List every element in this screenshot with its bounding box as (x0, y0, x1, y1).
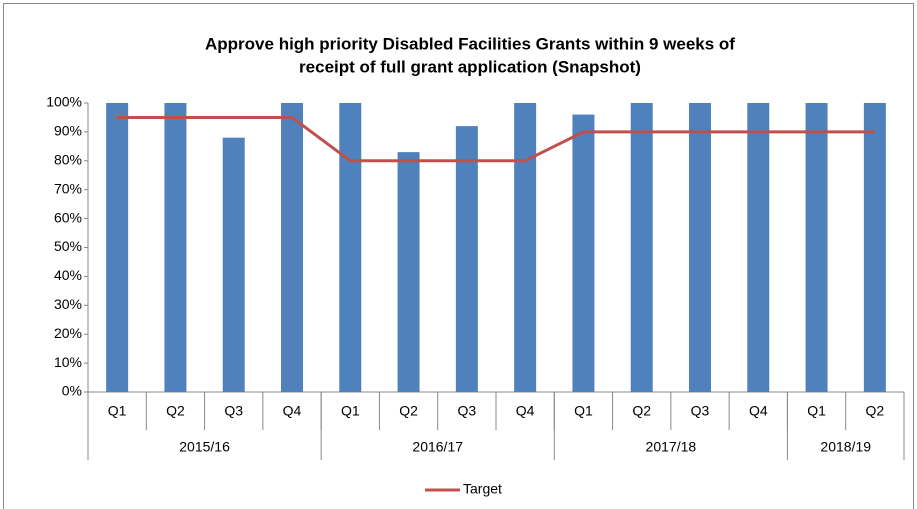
x-tick-label: Q3 (458, 403, 477, 419)
bar (863, 103, 886, 392)
y-tick-label: 70% (54, 180, 82, 196)
bar (164, 103, 187, 392)
bar (106, 103, 129, 392)
group-label: 2017/18 (646, 439, 697, 455)
y-tick-label: 20% (54, 325, 82, 341)
group-label: 2018/19 (820, 439, 871, 455)
bar (689, 103, 711, 392)
y-tick-label: 90% (54, 123, 82, 139)
y-tick-label: 80% (54, 152, 82, 168)
chart-title: receipt of full grant application (Snaps… (299, 57, 641, 76)
bar (805, 103, 828, 392)
group-label: 2015/16 (179, 439, 230, 455)
legend-label: Target (463, 481, 502, 497)
x-tick-label: Q4 (749, 403, 768, 419)
x-tick-label: Q2 (166, 403, 185, 419)
chart-border (3, 3, 914, 509)
target-line (117, 115, 875, 163)
bar (455, 126, 478, 393)
group-label: 2016/17 (412, 439, 463, 455)
bar (339, 103, 362, 392)
bar (397, 152, 420, 392)
y-tick-label: 60% (54, 209, 82, 225)
x-tick-label: Q2 (632, 403, 651, 419)
y-tick-label: 30% (54, 296, 82, 312)
bar (514, 103, 537, 392)
x-tick-label: Q3 (691, 403, 710, 419)
y-tick-label: 40% (54, 267, 82, 283)
bar (281, 103, 303, 392)
x-tick-label: Q3 (224, 403, 243, 419)
y-tick-label: 50% (54, 238, 82, 254)
x-tick-label: Q4 (516, 403, 535, 419)
bar (222, 137, 245, 392)
x-tick-label: Q1 (807, 403, 826, 419)
x-tick-label: Q1 (108, 403, 127, 419)
chart-title: Approve high priority Disabled Facilitie… (205, 34, 735, 53)
y-tick-label: 100% (46, 94, 82, 110)
x-tick-label: Q2 (399, 403, 418, 419)
y-tick-label: 0% (62, 383, 82, 399)
x-tick-label: Q2 (866, 403, 885, 419)
y-tick-label: 10% (54, 354, 82, 370)
x-tick-label: Q4 (283, 403, 302, 419)
x-tick-label: Q1 (341, 403, 360, 419)
bar (572, 114, 595, 392)
bar (630, 103, 653, 392)
x-tick-label: Q1 (574, 403, 593, 419)
bar (747, 103, 770, 392)
